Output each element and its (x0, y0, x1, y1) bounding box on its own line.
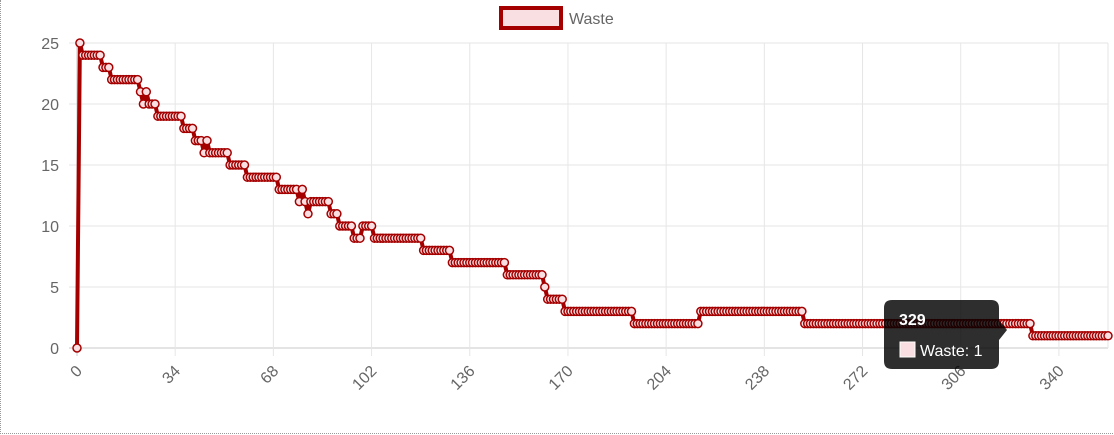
data-point[interactable] (271, 172, 282, 182)
y-tick-label: 0 (50, 341, 59, 358)
data-point[interactable] (693, 318, 703, 329)
tooltip-swatch (899, 341, 916, 358)
data-point[interactable] (537, 270, 547, 280)
legend[interactable]: Waste (499, 6, 614, 30)
data-point[interactable] (176, 111, 186, 121)
data-point[interactable] (797, 306, 807, 317)
data-point[interactable] (540, 282, 550, 292)
data-point[interactable] (444, 245, 455, 256)
data-point[interactable] (132, 74, 143, 85)
x-tick-label: 34 (159, 363, 184, 388)
data-point[interactable] (323, 196, 334, 207)
data-point[interactable] (297, 184, 308, 195)
data-point[interactable] (1103, 331, 1113, 341)
data-point[interactable] (72, 343, 82, 353)
y-tick-label: 20 (41, 97, 59, 114)
data-point[interactable] (557, 294, 567, 304)
data-point[interactable] (239, 160, 250, 170)
data-point[interactable] (499, 257, 510, 268)
data-point[interactable] (95, 50, 105, 60)
data-point[interactable] (1025, 318, 1035, 329)
data-point[interactable] (141, 87, 152, 97)
y-tick-label: 25 (41, 36, 59, 53)
legend-swatch[interactable] (499, 6, 563, 30)
x-tick-label: 170 (546, 363, 577, 394)
tooltip: 329 Waste: 1 (884, 300, 1007, 369)
data-point[interactable] (222, 148, 232, 158)
data-point[interactable] (202, 135, 212, 146)
grid-lines (69, 42, 1109, 356)
data-point[interactable] (332, 209, 342, 219)
tooltip-label: Waste: 1 (920, 343, 983, 360)
x-tick-label: 0 (68, 363, 86, 381)
data-point[interactable] (104, 62, 114, 73)
data-point[interactable] (355, 233, 365, 243)
data-point[interactable] (150, 99, 160, 109)
x-tick-label: 204 (644, 363, 675, 394)
x-tick-label: 68 (258, 363, 283, 388)
y-tick-label: 10 (41, 219, 59, 236)
data-point[interactable] (415, 233, 426, 243)
x-tick-label: 340 (1037, 363, 1068, 394)
data-point[interactable] (626, 306, 637, 317)
data-point[interactable] (346, 221, 357, 231)
data-point[interactable] (75, 38, 85, 48)
y-axis-ticks: 0 5 10 15 20 25 (41, 36, 59, 358)
tooltip-title: 329 (899, 312, 926, 329)
x-tick-label: 136 (448, 363, 479, 394)
legend-label[interactable]: Waste (569, 11, 614, 28)
x-tick-label: 238 (742, 363, 773, 394)
y-tick-label: 15 (41, 158, 59, 175)
data-point[interactable] (366, 221, 377, 231)
x-tick-label: 102 (349, 363, 380, 394)
data-point[interactable] (303, 209, 313, 219)
data-point[interactable] (187, 123, 198, 134)
x-tick-label: 272 (840, 363, 871, 394)
y-tick-label: 5 (50, 280, 59, 297)
